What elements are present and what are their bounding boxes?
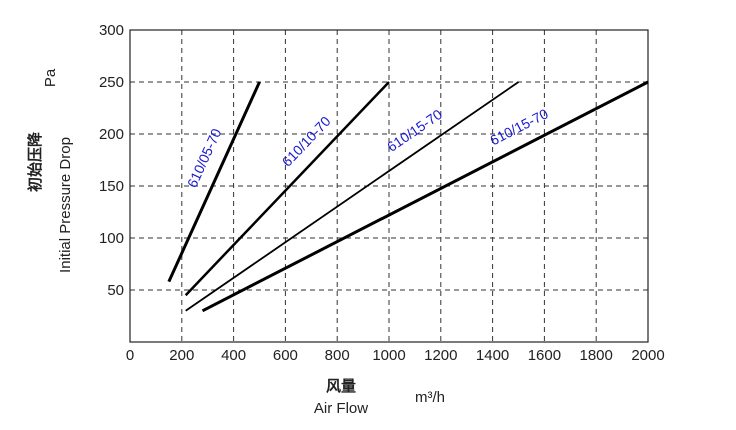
y-tick-label: 50 [107, 282, 124, 299]
series-line [185, 81, 520, 312]
x-axis-title: Air Flow [314, 400, 368, 417]
series-lines [167, 80, 649, 313]
x-tick-label: 1600 [528, 347, 561, 364]
series-line [201, 80, 649, 313]
y-axis-title-cn: 初始压降 [26, 131, 44, 192]
x-tick-labels: 0 200 400 600 800 1000 1200 1400 1600 1800 2000 [126, 347, 665, 364]
x-tick-label: 1000 [372, 347, 405, 364]
x-tick-label: 1400 [476, 347, 509, 364]
x-tick-label: 800 [325, 347, 350, 364]
x-tick-label: 1800 [580, 347, 613, 364]
grid [130, 30, 648, 342]
x-tick-label: 600 [273, 347, 298, 364]
y-tick-label: 150 [99, 178, 124, 195]
x-axis-unit: m³/h [415, 389, 445, 406]
x-tick-label: 1200 [424, 347, 457, 364]
series-line [167, 81, 261, 283]
series-label: 610/15-70 [384, 106, 445, 155]
x-axis-title-cn: 风量 [326, 377, 356, 395]
y-axis-title: Initial Pressure Drop [57, 137, 74, 273]
x-tick-label: 200 [169, 347, 194, 364]
series-line [184, 81, 390, 297]
y-tick-label: 250 [99, 74, 124, 91]
y-tick-label: 300 [99, 22, 124, 39]
y-axis-unit: Pa [42, 68, 59, 87]
y-tick-label: 200 [99, 126, 124, 143]
series-label: 610/15-70 [487, 105, 551, 148]
series-label: 610/05-70 [184, 126, 225, 190]
series-labels: 610/05-70 610/10-70 610/15-70 610/15-70 [184, 105, 551, 190]
plot-frame [129, 29, 649, 343]
y-tick-labels: 50 100 150 200 250 300 [99, 22, 124, 299]
series-label: 610/10-70 [279, 113, 334, 170]
x-tick-label: 2000 [631, 347, 664, 364]
y-tick-label: 100 [99, 230, 124, 247]
x-tick-label: 0 [126, 347, 134, 364]
x-tick-label: 400 [221, 347, 246, 364]
